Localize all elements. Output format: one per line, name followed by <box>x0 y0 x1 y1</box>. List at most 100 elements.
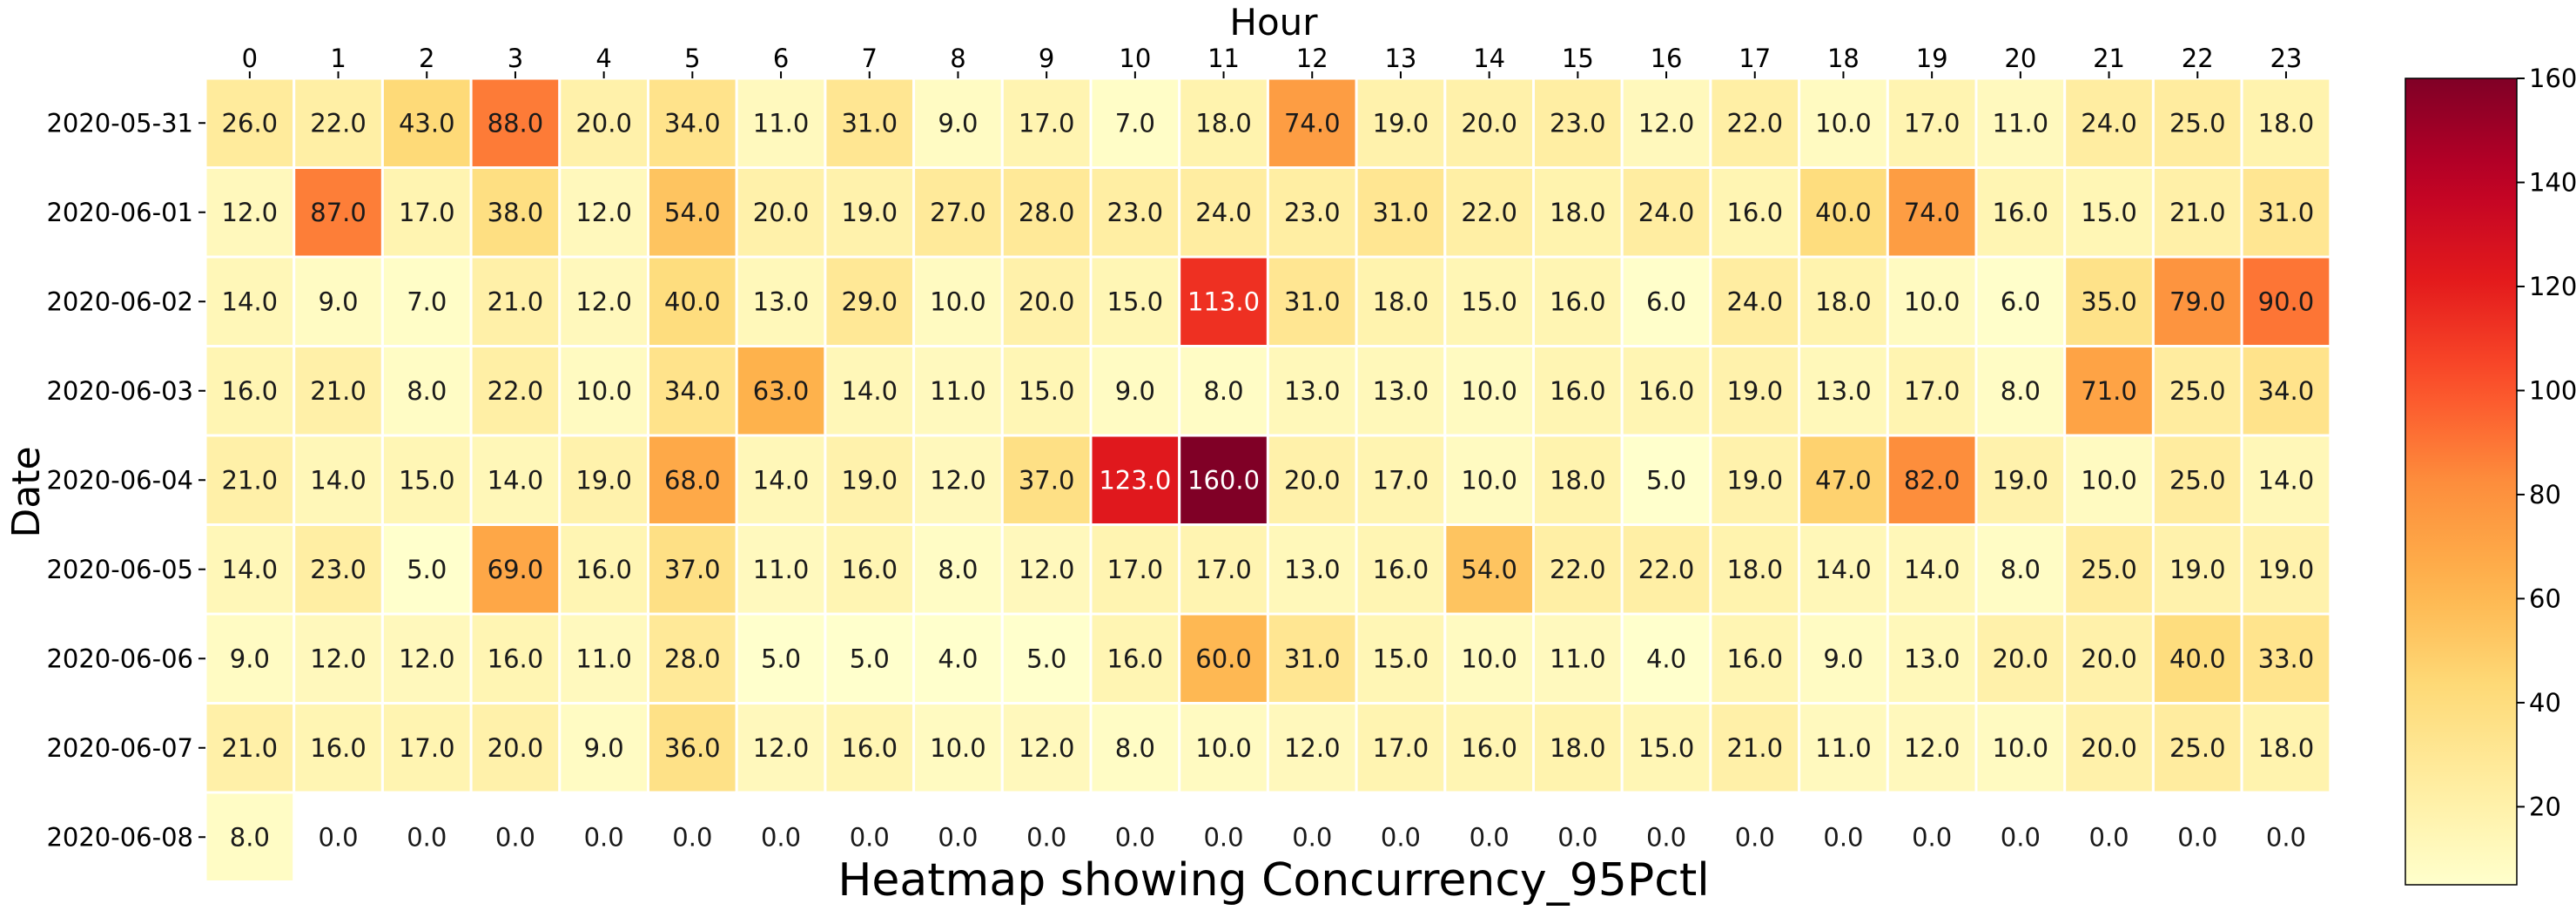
cell-value-label: 0.0 <box>2001 822 2041 852</box>
cell-value-label: 68.0 <box>664 465 721 495</box>
cell-value-label: 10.0 <box>2081 465 2137 495</box>
chart-title: Heatmap showing Concurrency_95Pctl <box>837 854 1709 907</box>
heatmap-cell <box>647 77 738 169</box>
cell-value-label: 14.0 <box>753 465 810 495</box>
cell-value-label: 24.0 <box>1726 287 1783 316</box>
cell-value-label: 19.0 <box>1373 108 1429 138</box>
cell-value-label: 16.0 <box>841 733 898 763</box>
cell-value-label: 13.0 <box>1284 555 1341 584</box>
x-tick-label: 14 <box>1473 44 1505 73</box>
cell-value-label: 18.0 <box>1815 287 1872 316</box>
heatmap-cell <box>1178 77 1269 169</box>
heatmap-cell <box>293 434 384 526</box>
heatmap-cell <box>2240 345 2332 437</box>
heatmap-cell <box>912 345 1004 437</box>
heatmap-cell <box>2151 702 2243 794</box>
colorbar-tick-label: 140 <box>2529 167 2576 197</box>
cell-value-label: 21.0 <box>222 465 279 495</box>
cell-value-label: 4.0 <box>1646 644 1686 673</box>
cell-value-label: 17.0 <box>1373 733 1429 763</box>
heatmap-cell <box>1089 523 1181 616</box>
cell-value-label: 11.0 <box>1550 644 1606 673</box>
y-axis-label: Date <box>4 446 49 537</box>
heatmap-cell <box>1443 345 1536 437</box>
cell-value-label: 17.0 <box>1904 376 1961 406</box>
colorbar-tick-label: 60 <box>2529 583 2561 613</box>
x-tick-label: 22 <box>2182 44 2214 73</box>
cell-value-label: 19.0 <box>2169 555 2226 584</box>
y-tick-label: 2020-06-07 <box>46 733 193 763</box>
cell-value-label: 24.0 <box>1638 198 1695 227</box>
heatmap-cell <box>1798 345 1889 437</box>
cell-value-label: 20.0 <box>1993 644 2049 673</box>
cell-value-label: 20.0 <box>488 733 544 763</box>
cell-value-label: 16.0 <box>841 555 898 584</box>
heatmap-cell <box>2063 702 2155 794</box>
cell-value-label: 16.0 <box>1550 376 1606 406</box>
cell-value-label: 0.0 <box>1115 822 1155 852</box>
colorbar-tick-label: 80 <box>2529 480 2561 509</box>
cell-value-label: 8.0 <box>2001 555 2041 584</box>
cell-value-label: 10.0 <box>1815 108 1872 138</box>
cell-value-label: 31.0 <box>1284 644 1341 673</box>
cell-value-label: 14.0 <box>222 555 279 584</box>
x-tick-label: 10 <box>1119 44 1151 73</box>
x-tick-label: 23 <box>2270 44 2302 73</box>
cell-value-label: 5.0 <box>1026 644 1066 673</box>
cell-value-label: 17.0 <box>399 733 455 763</box>
cell-value-label: 16.0 <box>1638 376 1695 406</box>
colorbar-tick-label: 20 <box>2529 792 2561 821</box>
cell-value-label: 23.0 <box>1107 198 1164 227</box>
heatmap-cell <box>1532 345 1624 437</box>
cell-value-label: 21.0 <box>488 287 544 316</box>
cell-value-label: 40.0 <box>1815 198 1872 227</box>
heatmap-cell <box>558 612 649 705</box>
heatmap-cell <box>2151 523 2243 616</box>
heatmap-cell <box>293 255 384 347</box>
cell-value-label: 0.0 <box>672 822 712 852</box>
cell-value-label: 14.0 <box>2258 465 2315 495</box>
heatmap-cells <box>204 77 2332 883</box>
cell-value-label: 12.0 <box>1284 733 1341 763</box>
heatmap-cell <box>380 434 473 526</box>
heatmap-cell <box>1709 612 1801 705</box>
cell-value-label: 33.0 <box>2258 644 2315 673</box>
cell-value-label: 11.0 <box>1993 108 2049 138</box>
cell-value-label: 113.0 <box>1187 287 1260 316</box>
cell-value-label: 10.0 <box>1461 465 1517 495</box>
heatmap-cell <box>1709 77 1801 169</box>
colorbar-tick-label: 40 <box>2529 688 2561 718</box>
heatmap-cell <box>1000 702 1093 794</box>
cell-value-label: 24.0 <box>1195 198 1252 227</box>
heatmap-cell <box>2151 166 2243 259</box>
cell-value-label: 22.0 <box>1461 198 1517 227</box>
cell-value-label: 60.0 <box>1195 644 1252 673</box>
heatmap-cell <box>380 612 473 705</box>
heatmap-cell <box>824 255 916 347</box>
cell-value-label: 12.0 <box>222 198 279 227</box>
heatmap-cell <box>1974 255 2067 347</box>
cell-value-label: 10.0 <box>930 287 986 316</box>
cell-value-label: 31.0 <box>1284 287 1341 316</box>
cell-value-label: 9.0 <box>938 108 978 138</box>
x-axis-label: Hour <box>1229 1 1318 44</box>
cell-value-label: 12.0 <box>575 287 632 316</box>
heatmap-cell <box>647 434 738 526</box>
heatmap-cell <box>380 345 473 437</box>
colorbar-tick-label: 160 <box>2529 64 2576 93</box>
x-tick-label: 19 <box>1916 44 1948 73</box>
cell-value-label: 12.0 <box>1019 555 1075 584</box>
cell-value-label: 74.0 <box>1284 108 1341 138</box>
cell-value-label: 15.0 <box>1461 287 1517 316</box>
cell-value-label: 82.0 <box>1904 465 1961 495</box>
heatmap-cell <box>558 702 649 794</box>
cell-value-label: 7.0 <box>407 287 447 316</box>
cell-value-label: 40.0 <box>2169 644 2226 673</box>
cell-value-label: 15.0 <box>399 465 455 495</box>
cell-value-label: 22.0 <box>310 108 367 138</box>
heatmap-cell <box>1266 255 1358 347</box>
cell-value-label: 0.0 <box>584 822 624 852</box>
cell-value-label: 19.0 <box>841 465 898 495</box>
heatmap-cell <box>912 434 1004 526</box>
x-tick-label: 18 <box>1827 44 1860 73</box>
